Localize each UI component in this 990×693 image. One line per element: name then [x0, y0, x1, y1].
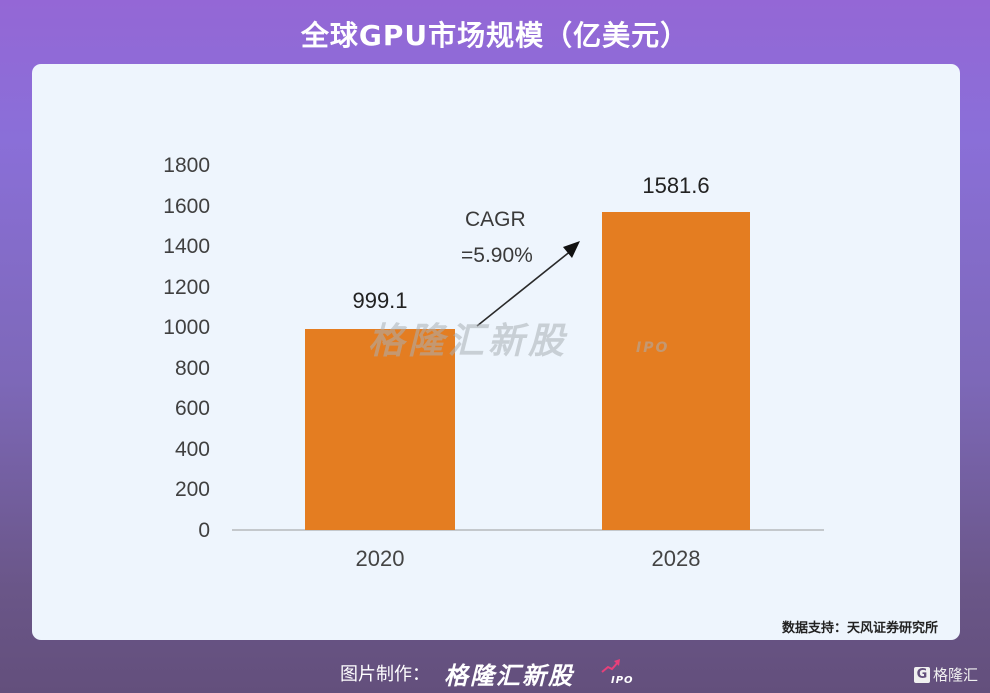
bar-2028: [602, 212, 750, 530]
y-tick: 400: [174, 438, 210, 461]
g-logo-icon: G: [914, 666, 930, 683]
footer-brand-ipo: IPO: [611, 675, 634, 686]
y-tick: 1800: [163, 154, 210, 177]
y-tick: 1000: [163, 316, 210, 339]
bar-value-label-2020: 999.1: [352, 288, 408, 313]
x-label-2028: 2028: [651, 546, 701, 571]
corner-logo-text: 格隆汇: [933, 666, 979, 684]
data-source: 数据支持：天风证券研究所: [781, 621, 938, 636]
trend-arrow-icon: [601, 659, 620, 673]
bar-2020: [305, 329, 455, 530]
y-tick: 600: [174, 397, 210, 420]
page-title: 全球GPU市场规模（亿美元）: [300, 19, 690, 52]
y-tick: 1200: [163, 276, 210, 299]
y-tick: 1400: [163, 235, 210, 258]
watermark: 格隆汇新股: [368, 321, 569, 362]
chart-card: [32, 64, 960, 640]
footer-brand-logo: 格隆汇新股: [444, 662, 574, 690]
y-tick: 800: [174, 357, 210, 380]
corner-logo: G 格隆汇: [914, 664, 978, 685]
y-tick: 200: [174, 478, 210, 501]
x-label-2020: 2020: [355, 546, 405, 571]
bar-value-label-2028: 1581.6: [642, 173, 710, 198]
x-axis-line: [232, 529, 824, 531]
y-tick: 0: [198, 519, 210, 542]
cagr-value: =5.90%: [461, 244, 533, 267]
footer-made-by-label: 图片制作：: [340, 664, 430, 685]
y-tick: 1600: [163, 195, 210, 218]
watermark-ipo: IPO: [636, 340, 670, 356]
cagr-label: CAGR: [465, 208, 526, 231]
